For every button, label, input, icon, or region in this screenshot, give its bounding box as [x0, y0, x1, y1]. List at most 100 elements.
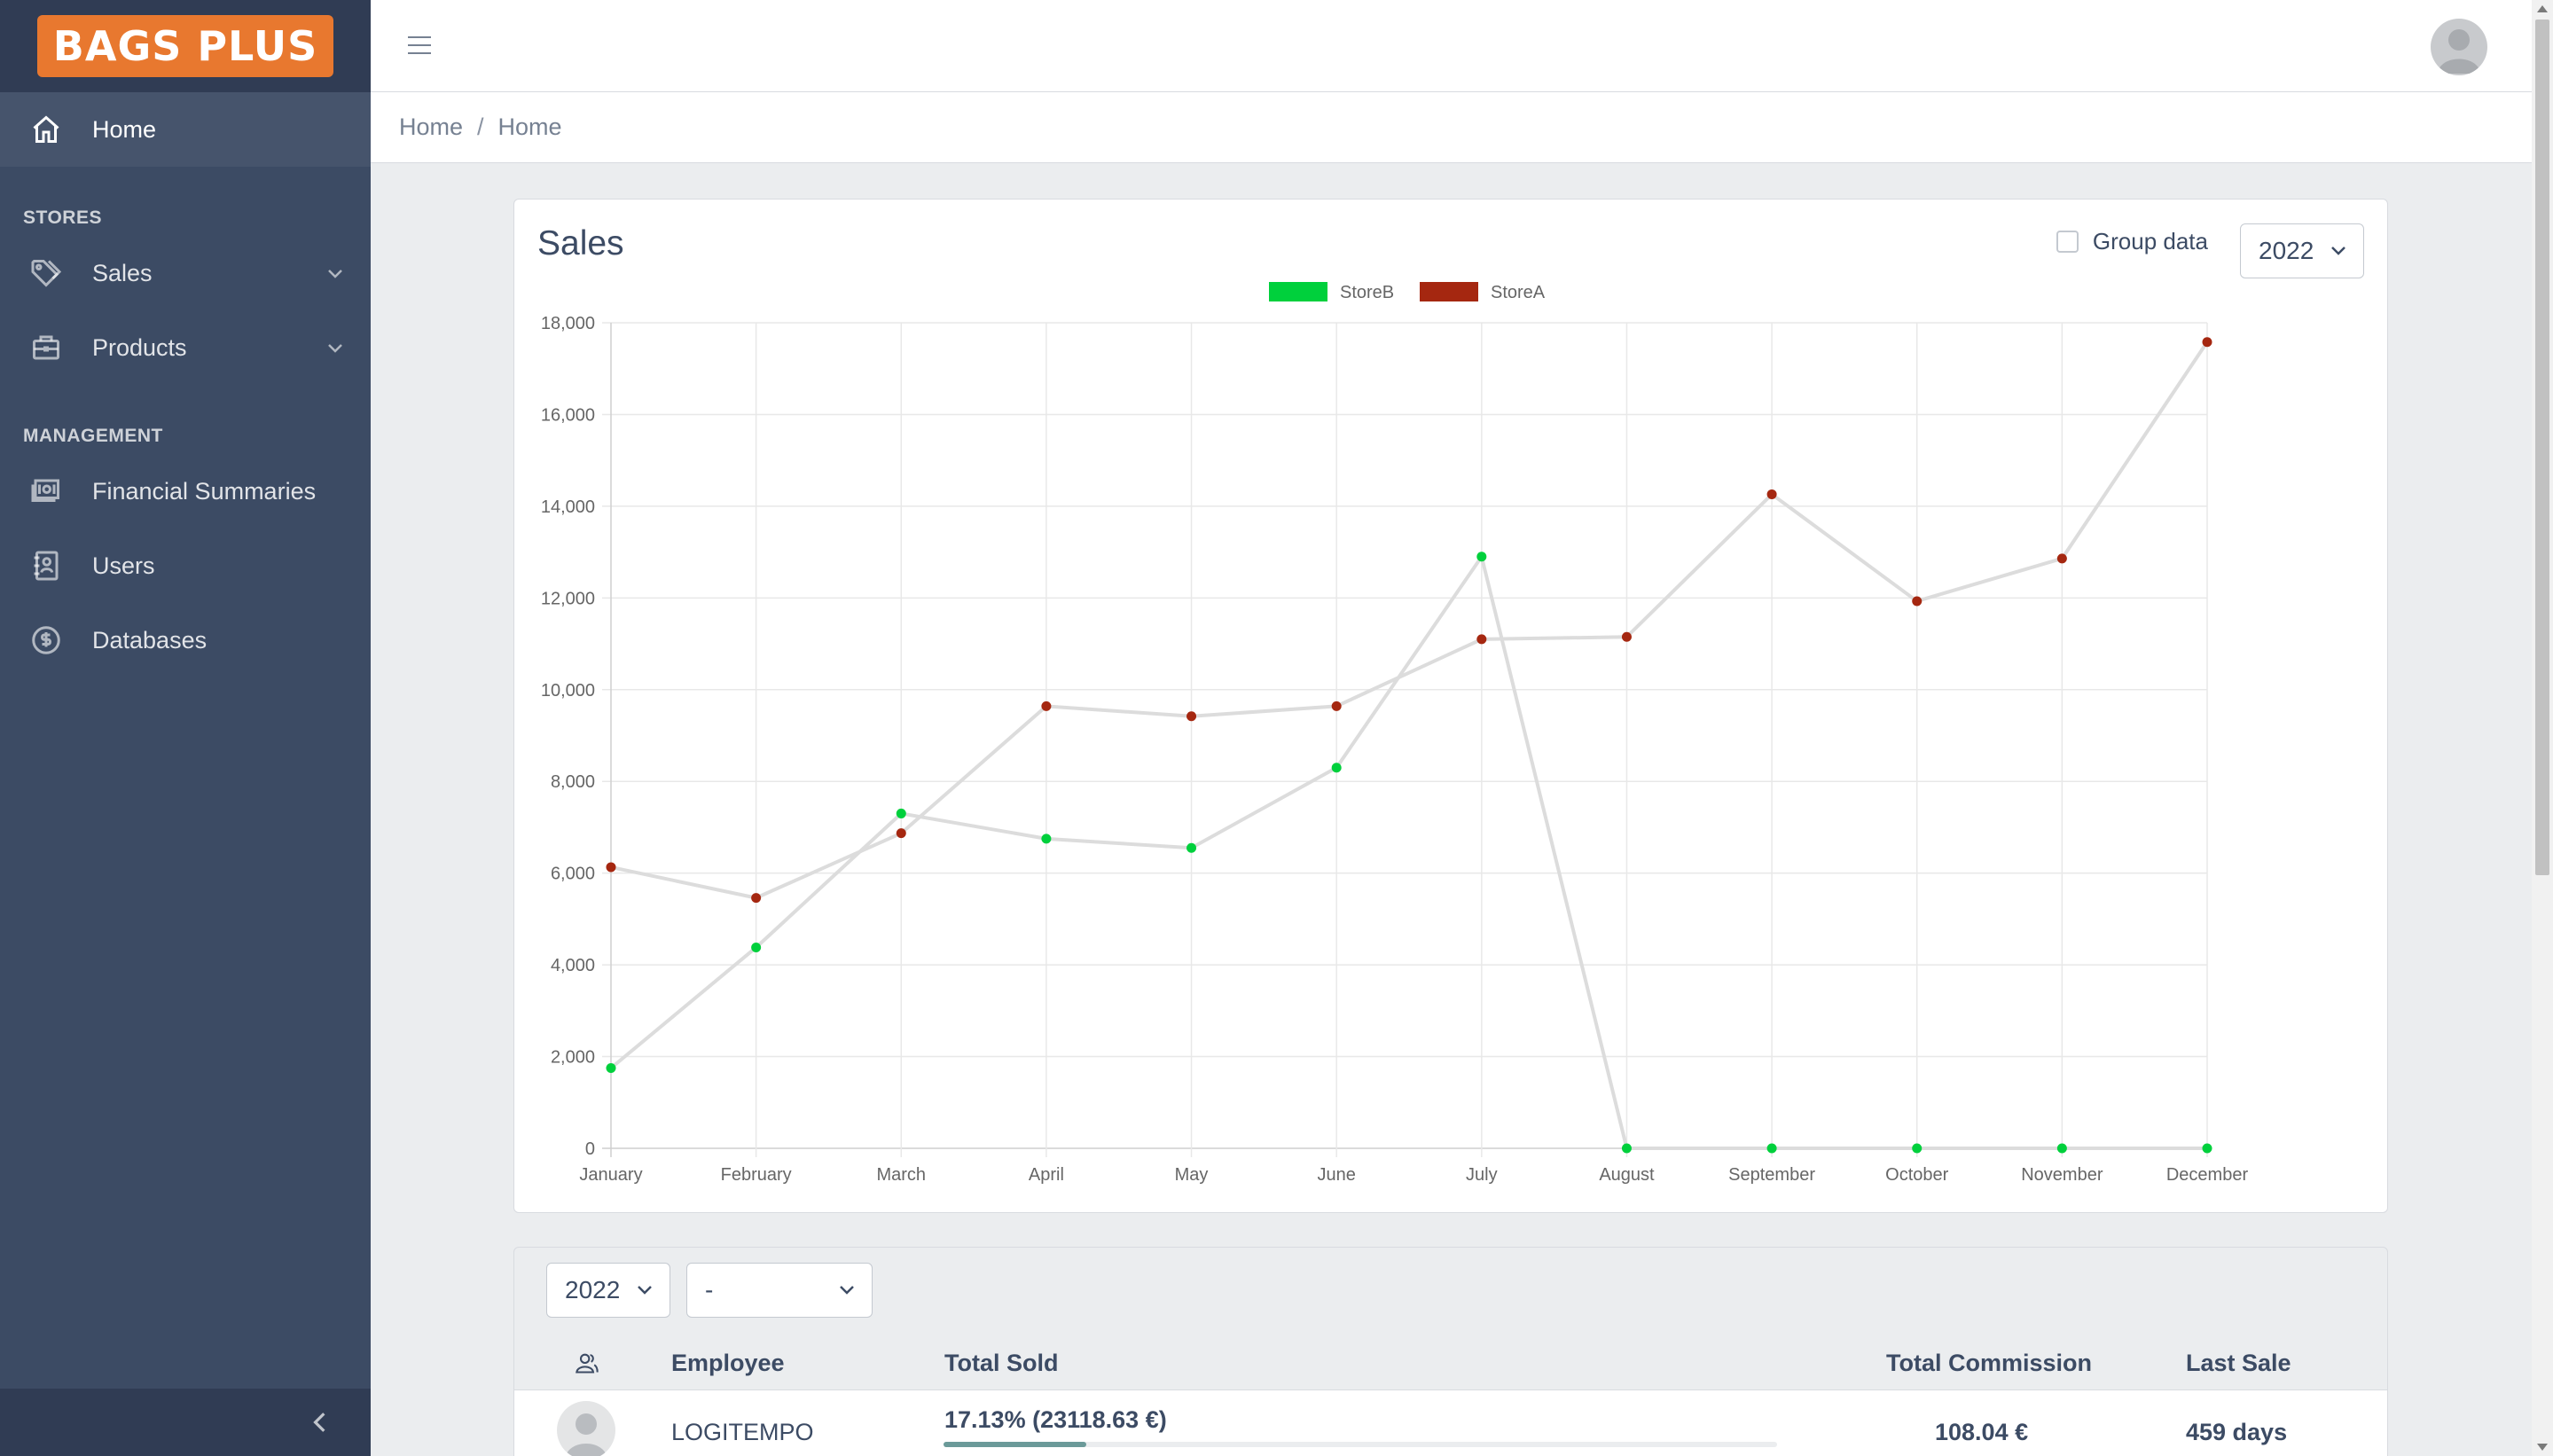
data-point [1912, 596, 1923, 607]
data-point [751, 893, 762, 904]
y-tick-label: 16,000 [541, 405, 595, 425]
scroll-down-icon[interactable] [2537, 1444, 2548, 1451]
data-point [896, 808, 906, 818]
data-point [606, 1062, 616, 1073]
data-point [751, 942, 762, 952]
data-point [1041, 701, 1052, 711]
nav-section-title: MANAGEMENT [23, 426, 163, 446]
table-year-select[interactable]: 2022 [546, 1263, 670, 1318]
y-tick-label: 4,000 [551, 956, 595, 975]
y-tick-label: 18,000 [541, 314, 595, 333]
employee-name: LOGITEMPO [671, 1419, 814, 1445]
sidebar-item-users[interactable]: Users [0, 528, 371, 603]
brand[interactable]: BAGS PLUS [0, 0, 371, 92]
chevron-down-icon [325, 337, 346, 358]
data-point [1186, 842, 1197, 853]
last-sale-value: 459 days [2186, 1419, 2288, 1445]
people-icon [576, 1353, 599, 1374]
x-tick-label: January [579, 1165, 642, 1185]
brand-logo: BAGS PLUS [36, 15, 334, 77]
legend-label: StoreB [1340, 283, 1394, 302]
scroll-up-icon[interactable] [2537, 5, 2548, 12]
data-point [1186, 711, 1197, 722]
chevron-left-icon [313, 1413, 325, 1432]
sales-chart: 0 2,000 4,000 6,000 8,000 10,000 12,000 14,000 1… [541, 282, 2249, 1185]
employee-avatar-icon [557, 1401, 615, 1456]
breadcrumb: Home / Home [371, 92, 2532, 163]
year-select[interactable]: 2022 [2240, 223, 2364, 278]
legend-swatch [1420, 282, 1478, 301]
x-tick-label: March [876, 1165, 926, 1185]
y-tick-label: 8,000 [551, 772, 595, 792]
breadcrumb-item: Home [497, 114, 562, 140]
data-point [2056, 1143, 2067, 1154]
column-last-sale[interactable]: Last Sale [2186, 1350, 2291, 1376]
sidebar-item-financial-summaries[interactable]: Financial Summaries [0, 454, 371, 528]
x-tick-label: July [1466, 1165, 1498, 1185]
sidebar-item-label: Home [92, 115, 157, 143]
total-commission-value: 108.04 € [1935, 1419, 2029, 1445]
table-filter-select[interactable]: - [686, 1263, 873, 1318]
y-tick-label: 0 [585, 1139, 595, 1159]
x-tick-label: February [721, 1165, 792, 1185]
breadcrumb-item[interactable]: Home [399, 114, 464, 140]
dollar-circle-icon [27, 621, 66, 660]
x-tick-label: August [1599, 1165, 1655, 1185]
sales-card: 0 2,000 4,000 6,000 8,000 10,000 12,000 14,000 1… [513, 199, 2388, 1213]
data-point [1621, 631, 1632, 642]
group-data-checkbox[interactable] [2056, 231, 2079, 253]
employee-sales-card: 2022 - Employee Total Sold Total Commiss… [513, 1247, 2388, 1456]
sidebar-item-label: Products [92, 333, 187, 361]
sidebar-item-home[interactable]: Home [0, 92, 371, 167]
data-point [606, 862, 616, 873]
table-year-select-value: 2022 [565, 1276, 621, 1303]
sidebar-item-products[interactable]: Products [0, 310, 371, 385]
x-tick-label: December [2166, 1165, 2249, 1185]
column-total-sold[interactable]: Total Sold [944, 1350, 1059, 1376]
tag-icon [27, 254, 66, 293]
sidebar-item-databases[interactable]: Databases [0, 603, 371, 677]
chevron-down-icon [2331, 247, 2345, 255]
data-point [2202, 1143, 2212, 1154]
legend-label: StoreA [1491, 283, 1546, 302]
nav-section-title: STORES [23, 207, 102, 228]
y-tick-label: 2,000 [551, 1048, 595, 1068]
money-icon [27, 472, 66, 511]
total-sold-progress [944, 1442, 1777, 1447]
card-title: Sales [537, 224, 624, 262]
contact-icon [27, 546, 66, 585]
x-tick-label: October [1885, 1165, 1948, 1185]
year-select-value: 2022 [2259, 237, 2314, 264]
y-tick-label: 14,000 [541, 497, 595, 517]
sidebar-item-sales[interactable]: Sales [0, 236, 371, 310]
table-filter-select-value: - [705, 1276, 714, 1303]
column-employee[interactable]: Employee [671, 1350, 785, 1376]
sidebar-minimize-button[interactable] [0, 1389, 371, 1456]
briefcase-icon [27, 328, 66, 367]
data-point [1912, 1143, 1923, 1154]
data-point [1766, 489, 1777, 499]
total-sold-value: 17.13% (23118.63 €) [944, 1406, 1167, 1433]
x-tick-label: September [1728, 1165, 1815, 1185]
total-sold-progress-fill [944, 1442, 1087, 1447]
sidebar-item-label: Databases [92, 626, 208, 654]
data-point [1766, 1143, 1777, 1154]
data-point [1621, 1143, 1632, 1154]
sidebar-item-label: Users [92, 552, 155, 579]
x-tick-label: November [2021, 1165, 2103, 1185]
data-point [1331, 763, 1342, 773]
scrollbar-thumb[interactable] [2535, 20, 2549, 875]
series-line [610, 341, 2209, 900]
group-data-label: Group data [2092, 228, 2208, 254]
data-point [1476, 552, 1487, 562]
page-scrollbar[interactable] [2532, 0, 2553, 1456]
hamburger-icon[interactable] [408, 34, 431, 57]
y-tick-label: 12,000 [541, 589, 595, 608]
table-row[interactable]: LOGITEMPO 17.13% (23118.63 €) 108.04 € 4… [514, 1389, 2387, 1456]
x-tick-label: May [1175, 1165, 1209, 1185]
sidebar-item-label: Sales [92, 259, 153, 286]
column-total-commission[interactable]: Total Commission [1886, 1350, 2093, 1376]
sidebar-item-label: Financial Summaries [92, 477, 317, 505]
group-data-toggle[interactable]: Group data [2056, 228, 2208, 255]
user-avatar-icon[interactable] [2431, 19, 2487, 75]
